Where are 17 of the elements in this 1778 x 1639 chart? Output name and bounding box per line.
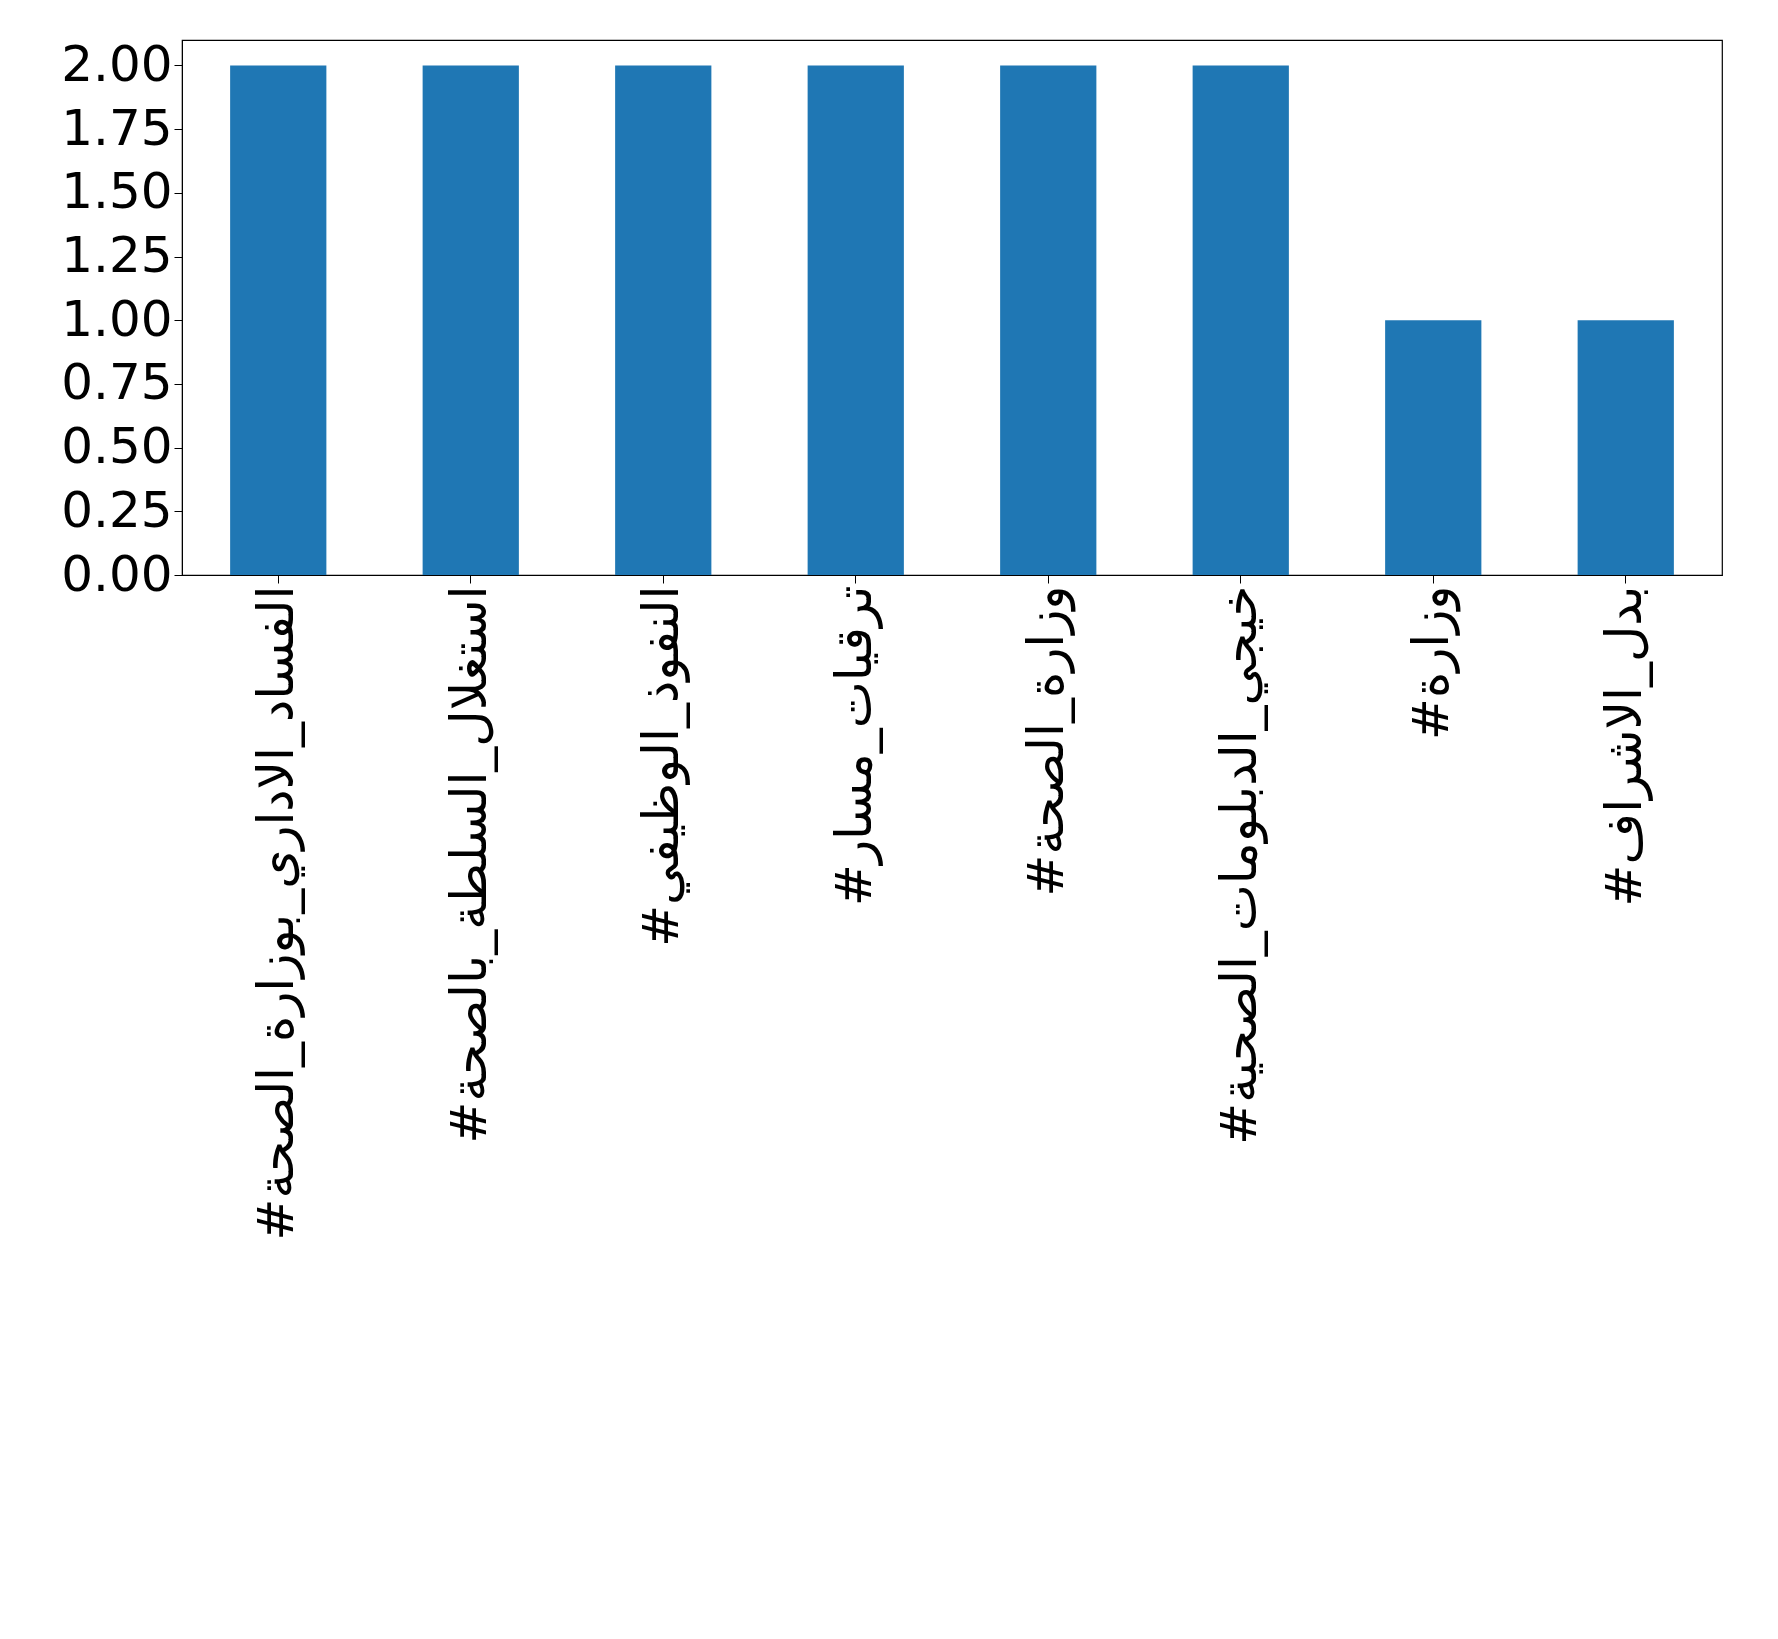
x-tick-label: #النفوذ_الوظيفي — [632, 585, 691, 947]
x-tick-label: #الفساد_الاداري_بوزارة_الصحة — [247, 585, 306, 1241]
x-tick-label: #استغلال_السلطة_بالصحة — [439, 585, 498, 1144]
x-tick-label: #وزارة_الصحة — [1017, 585, 1077, 897]
x-tick-label: #بدل_الاشراف — [1594, 585, 1653, 907]
y-tick-label: 0.25 — [61, 480, 173, 539]
y-tick-label: 1.00 — [61, 289, 173, 348]
y-tick-label: 1.25 — [61, 226, 173, 285]
y-tick-label: 1.75 — [61, 98, 173, 157]
y-tick-label: 2.00 — [61, 34, 173, 93]
x-tick-label: #خيجي_الدبلومات_الصحية — [1209, 585, 1268, 1145]
y-tick-label: 0.50 — [61, 417, 173, 476]
x-tick-label: #ترقيات_مسار — [824, 585, 883, 906]
y-tick-label: 1.50 — [61, 162, 173, 221]
y-tick-label: 0.75 — [61, 353, 173, 412]
y-tick-label: 0.00 — [61, 544, 173, 603]
x-tick-label: #وزارة — [1402, 585, 1462, 740]
